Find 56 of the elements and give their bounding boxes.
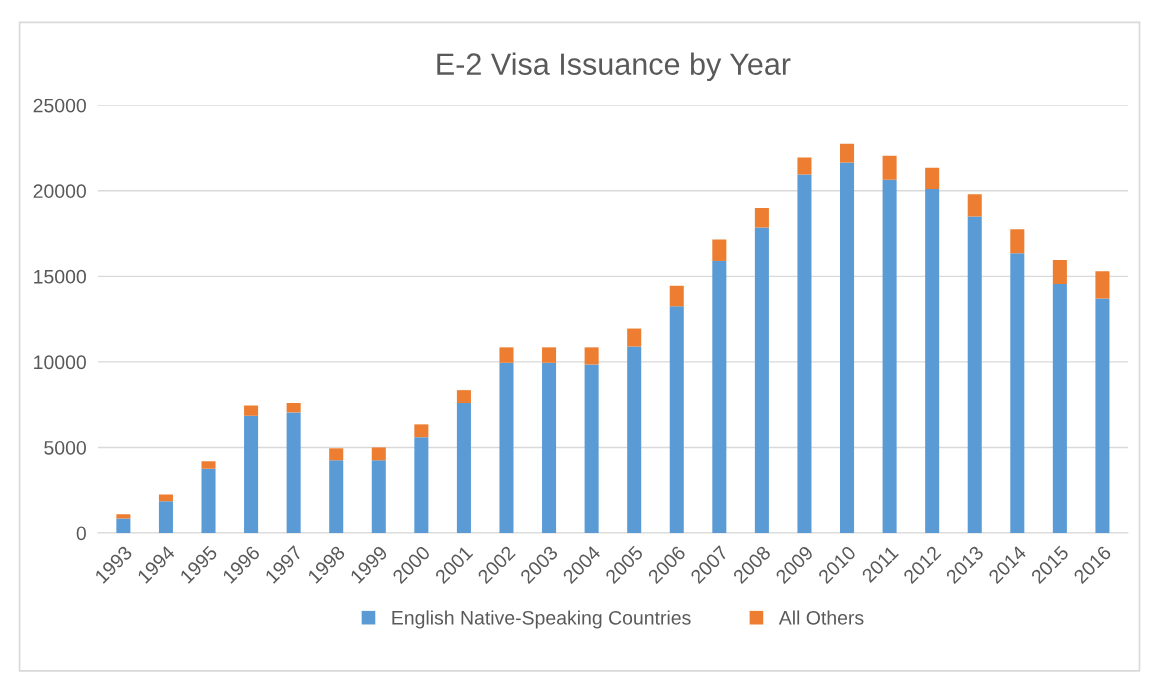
bar [627, 328, 642, 347]
bar [456, 390, 471, 403]
bar [499, 347, 514, 363]
bar [1052, 284, 1067, 534]
bar [414, 424, 429, 438]
bar [840, 162, 855, 534]
chart-title: E-2 Visa Issuance by Year [437, 52, 791, 82]
bar [669, 306, 684, 534]
bar [754, 207, 769, 228]
bar [1052, 260, 1067, 285]
bar [329, 448, 344, 461]
bar [371, 447, 386, 461]
bar [1095, 298, 1110, 534]
legend-label: All Others [778, 610, 864, 625]
bar [1010, 229, 1025, 254]
bar [797, 157, 812, 175]
bar [1095, 271, 1110, 299]
bar [712, 239, 727, 261]
bar [967, 216, 982, 534]
bar [244, 415, 259, 534]
bar [542, 347, 557, 363]
bar [329, 460, 344, 534]
bar [1010, 253, 1025, 534]
y-tick-label: 0 [76, 526, 86, 541]
bar [797, 174, 812, 534]
bar [456, 402, 471, 534]
bar [286, 412, 301, 534]
y-tick-label: 15000 [34, 269, 86, 284]
bar [116, 514, 131, 519]
bar [669, 285, 684, 307]
bar [542, 362, 557, 534]
bar [627, 346, 642, 534]
bar [925, 167, 940, 190]
bar [584, 347, 599, 365]
bar [371, 460, 386, 534]
y-tick-label: 20000 [33, 184, 86, 199]
bar [925, 189, 940, 534]
bar [499, 362, 514, 534]
bar [201, 461, 216, 469]
bar [754, 227, 769, 534]
bar [201, 468, 216, 534]
bar [882, 155, 897, 180]
legend-label: English Native-Speaking Countries [392, 610, 691, 629]
y-tick-label: 25000 [33, 98, 86, 113]
bar [414, 437, 429, 534]
bar [840, 143, 855, 163]
bar [882, 179, 897, 534]
bar [712, 260, 727, 534]
y-tick-label: 5000 [44, 440, 86, 455]
bar [158, 501, 173, 534]
bar [584, 364, 599, 534]
bar [967, 194, 982, 217]
bar [116, 518, 131, 534]
bar [244, 405, 259, 416]
bar [286, 402, 301, 413]
y-tick-label: 10000 [34, 355, 86, 370]
